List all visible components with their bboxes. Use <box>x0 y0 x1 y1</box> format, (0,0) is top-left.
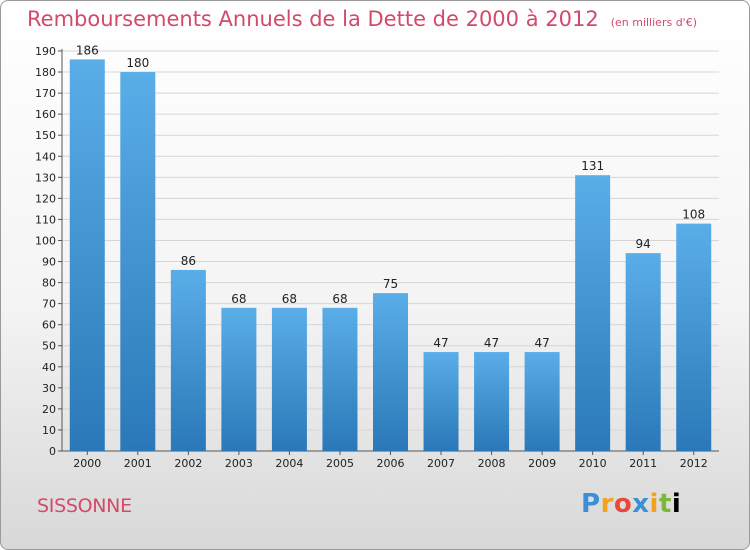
y-tick-label: 100 <box>35 234 56 247</box>
y-tick-label: 0 <box>49 445 56 458</box>
y-tick-label: 70 <box>42 298 56 311</box>
x-tick-label: 2002 <box>174 457 202 470</box>
logo-letter: o <box>613 489 633 519</box>
y-tick-label: 90 <box>42 256 56 269</box>
bar-value-label: 86 <box>181 254 196 268</box>
logo-letter: i <box>671 489 682 519</box>
bar <box>676 223 712 451</box>
bar-value-label: 75 <box>383 277 398 291</box>
y-tick-label: 160 <box>35 108 56 121</box>
x-tick-label: 2008 <box>478 457 506 470</box>
logo-letter: x <box>632 489 650 519</box>
bar-value-label: 68 <box>332 292 347 306</box>
x-tick-label: 2000 <box>73 457 101 470</box>
bar <box>423 352 459 451</box>
bar-value-label: 131 <box>581 159 604 173</box>
y-tick-label: 10 <box>42 424 56 437</box>
x-tick-label: 2011 <box>629 457 657 470</box>
bar <box>69 59 105 451</box>
bar-value-label: 47 <box>534 336 549 350</box>
y-tick-label: 80 <box>42 277 56 290</box>
bar-value-label: 68 <box>231 292 246 306</box>
x-tick-label: 2003 <box>225 457 253 470</box>
y-tick-label: 130 <box>35 171 56 184</box>
y-tick-label: 20 <box>42 403 56 416</box>
bar-value-label: 108 <box>682 208 705 222</box>
y-tick-label: 170 <box>35 87 56 100</box>
bar <box>524 352 560 451</box>
bar <box>170 269 206 451</box>
y-tick-label: 110 <box>35 213 56 226</box>
proxiti-logo: Proxiti <box>581 489 681 519</box>
logo-letter: P <box>581 489 601 519</box>
bar <box>474 352 510 451</box>
chart-title-text: Remboursements Annuels de la Dette de 20… <box>27 7 599 31</box>
bar-value-label: 186 <box>76 43 99 57</box>
bar <box>373 293 408 451</box>
x-tick-label: 2004 <box>275 457 303 470</box>
y-tick-label: 150 <box>35 129 56 142</box>
y-tick-label: 30 <box>42 382 56 395</box>
bar-value-label: 47 <box>433 336 448 350</box>
x-tick-label: 2012 <box>680 457 708 470</box>
town-name: SISSONNE <box>37 495 132 517</box>
x-tick-label: 2010 <box>579 457 607 470</box>
x-tick-label: 2001 <box>124 457 152 470</box>
bar <box>625 253 661 451</box>
logo-letter: r <box>600 489 614 519</box>
y-tick-label: 120 <box>35 192 56 205</box>
bar-value-label: 47 <box>484 336 499 350</box>
x-tick-label: 2005 <box>326 457 354 470</box>
x-tick-label: 2007 <box>427 457 455 470</box>
chart-title: Remboursements Annuels de la Dette de 20… <box>27 7 697 31</box>
logo-letter: t <box>658 489 672 519</box>
bar <box>271 307 307 451</box>
y-tick-label: 60 <box>42 319 56 332</box>
y-tick-label: 50 <box>42 340 56 353</box>
value-labels: 186 180 86 68 68 68 75 47 47 47 131 94 108 <box>76 43 705 350</box>
y-tick-label: 140 <box>35 150 56 163</box>
bar <box>575 175 611 452</box>
bar-value-label: 68 <box>282 292 297 306</box>
bar <box>322 307 358 451</box>
chart-unit: (en milliers d'€) <box>610 16 697 29</box>
y-tick-label: 40 <box>42 361 56 374</box>
bars <box>69 59 712 452</box>
bar <box>120 72 156 451</box>
logo-letter: i <box>649 489 659 519</box>
bar-value-label: 180 <box>126 56 149 70</box>
y-tick-label: 180 <box>35 66 56 79</box>
bar-value-label: 94 <box>636 237 651 251</box>
y-tick-label: 190 <box>35 45 56 58</box>
x-tick-label: 2006 <box>377 457 405 470</box>
bar <box>221 307 257 451</box>
x-tick-label: 2009 <box>528 457 556 470</box>
